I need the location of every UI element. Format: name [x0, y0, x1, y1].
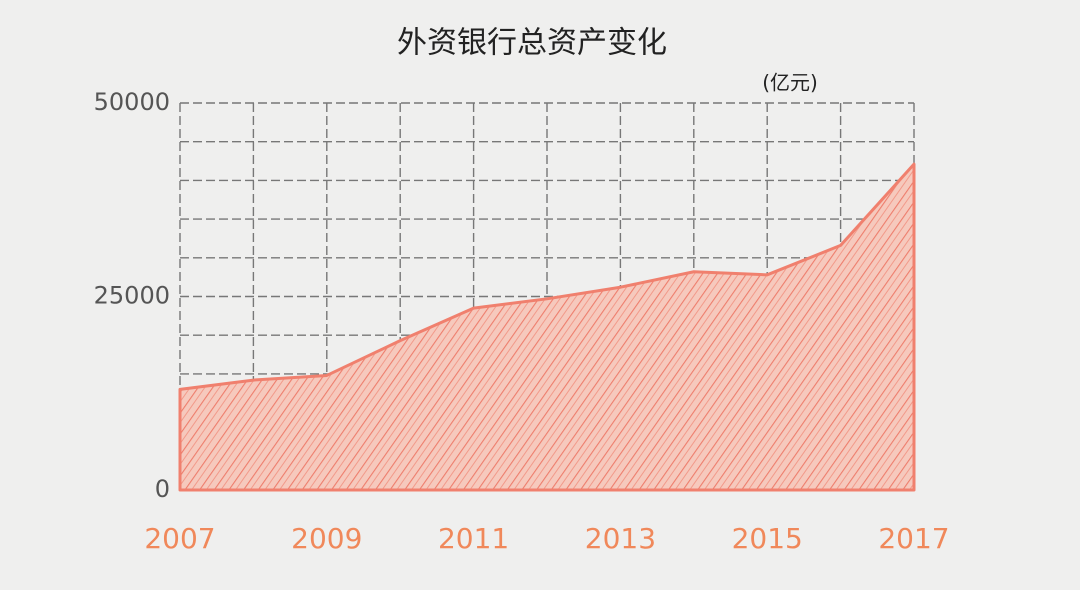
x-tick-label: 2007 — [144, 522, 215, 555]
y-tick-label: 50000 — [94, 88, 170, 116]
x-tick-label: 2011 — [438, 522, 509, 555]
unit-label: (亿元) — [762, 71, 818, 95]
area — [178, 162, 916, 492]
x-tick-label: 2015 — [732, 522, 803, 555]
x-tick-label: 2013 — [585, 522, 656, 555]
x-tick-label: 2009 — [291, 522, 362, 555]
x-tick-label: 2017 — [878, 522, 949, 555]
y-tick-label: 0 — [155, 475, 170, 503]
y-tick-label: 25000 — [94, 282, 170, 310]
chart-title: 外资银行总资产变化 — [397, 26, 667, 61]
